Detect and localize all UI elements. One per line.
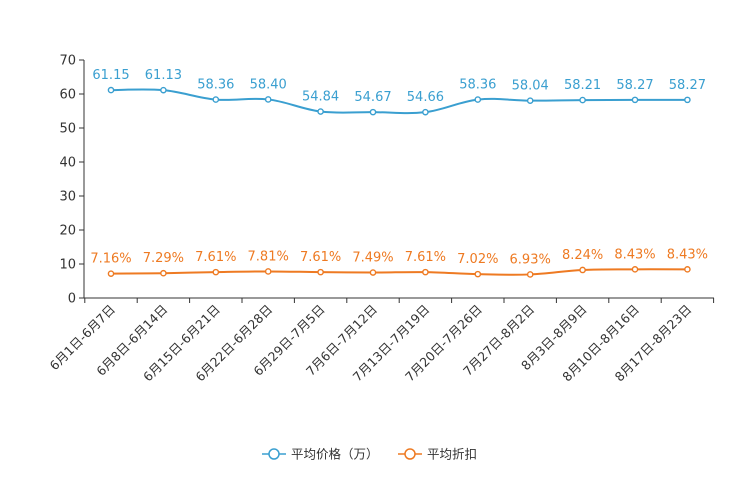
y-tick-label: 40 xyxy=(59,156,76,171)
series-line xyxy=(110,268,688,276)
data-label: 54.67 xyxy=(354,90,391,105)
data-point[interactable] xyxy=(160,269,167,277)
y-tick-label: 30 xyxy=(59,190,76,205)
data-point[interactable] xyxy=(474,270,482,278)
series-layer: 61.15 61.13 58.36 58.40 54.84 54.67 54.66 58.36… xyxy=(90,68,708,278)
data-label: 58.27 xyxy=(669,78,706,93)
data-point[interactable] xyxy=(264,268,272,275)
y-tick-label: 20 xyxy=(59,224,76,239)
series-0: 61.15 61.13 58.36 58.40 54.84 54.67 54.66 58.36… xyxy=(92,68,706,116)
data-point[interactable] xyxy=(684,96,691,104)
data-point[interactable] xyxy=(526,271,534,278)
data-point[interactable] xyxy=(212,96,220,103)
data-label: 58.36 xyxy=(197,78,234,93)
data-point[interactable] xyxy=(474,96,482,103)
data-point[interactable] xyxy=(212,268,220,276)
legend-marker xyxy=(404,448,416,460)
data-point[interactable] xyxy=(317,268,324,276)
legend-marker xyxy=(268,448,280,460)
data-label: 7.61% xyxy=(405,250,446,265)
data-point[interactable] xyxy=(107,270,115,277)
data-point[interactable] xyxy=(369,108,377,116)
series-line xyxy=(110,88,688,115)
data-label: 58.36 xyxy=(459,78,496,93)
data-label: 58.04 xyxy=(512,79,549,94)
data-label: 7.02% xyxy=(457,252,498,267)
legend-item[interactable]: 平均价格（万） xyxy=(262,447,379,462)
data-point[interactable] xyxy=(160,86,167,94)
data-label: 61.13 xyxy=(145,68,182,83)
data-point[interactable] xyxy=(264,96,272,103)
legend[interactable]: 平均价格（万） 平均折扣 xyxy=(262,447,477,462)
y-ticks: 0 10 20 30 40 50 60 70 xyxy=(59,54,84,307)
y-tick-label: 0 xyxy=(68,292,76,307)
data-point[interactable] xyxy=(684,266,691,273)
data-point[interactable] xyxy=(631,266,639,273)
data-label: 7.49% xyxy=(352,251,393,266)
data-label: 7.29% xyxy=(143,251,184,266)
data-label: 54.66 xyxy=(407,90,444,105)
data-label: 58.21 xyxy=(564,78,601,93)
data-point[interactable] xyxy=(422,268,429,276)
legend-label: 平均价格（万） xyxy=(291,447,379,462)
data-label: 7.16% xyxy=(90,252,131,267)
data-label: 7.81% xyxy=(248,249,289,264)
data-label: 8.43% xyxy=(667,247,708,262)
data-point[interactable] xyxy=(631,96,639,104)
data-label: 6.93% xyxy=(510,252,551,267)
legend-item[interactable]: 平均折扣 xyxy=(398,447,477,462)
data-point[interactable] xyxy=(369,269,377,276)
data-label: 7.61% xyxy=(195,250,236,265)
data-point[interactable] xyxy=(579,96,586,104)
data-label: 54.84 xyxy=(302,90,339,105)
y-tick-label: 60 xyxy=(59,88,76,103)
data-label: 8.24% xyxy=(562,248,603,263)
data-point[interactable] xyxy=(317,108,324,115)
data-point[interactable] xyxy=(526,97,534,104)
x-ticks: 6月1日-6月7日6月8日-6月14日6月15日-6月21日6月22日-6月28… xyxy=(46,298,715,384)
legend-label: 平均折扣 xyxy=(427,447,477,462)
data-point[interactable] xyxy=(422,108,429,116)
data-point[interactable] xyxy=(107,86,115,94)
data-label: 7.61% xyxy=(300,250,341,265)
series-1: 7.16% 7.29% 7.61% 7.81% 7.61% 7.49% 7.61% 7.02%… xyxy=(90,247,708,278)
y-tick-label: 70 xyxy=(59,54,76,69)
data-label: 58.40 xyxy=(250,77,287,92)
data-label: 8.43% xyxy=(614,247,655,262)
y-tick-label: 10 xyxy=(59,258,76,273)
data-point[interactable] xyxy=(579,266,586,274)
data-label: 58.27 xyxy=(616,78,653,93)
data-label: 61.15 xyxy=(92,68,129,83)
y-tick-label: 50 xyxy=(59,122,76,137)
